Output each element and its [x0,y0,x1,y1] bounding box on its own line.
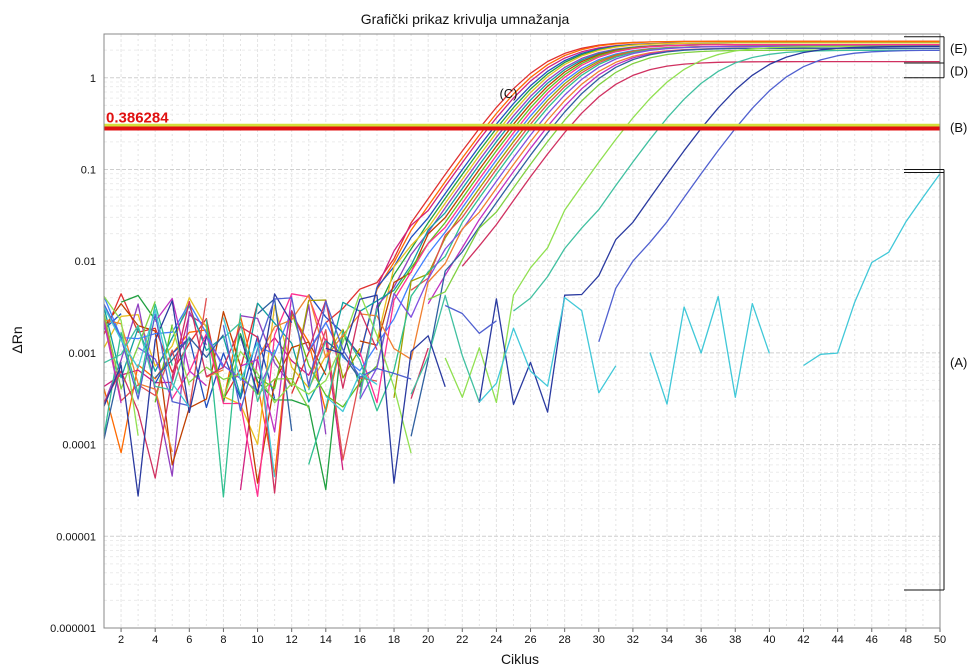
x-tick-label: 22 [456,634,468,646]
annotations: (A) (B) (C) (D) (E) [499,36,968,591]
annotation-c: (C) [499,86,517,101]
y-tick-label: 0.01 [75,256,96,268]
x-tick-label: 18 [388,634,400,646]
x-tick-label: 34 [661,634,673,646]
y-tick-label: 0.0001 [62,440,96,452]
annotation-b: (B) [950,120,967,135]
x-tick-label: 26 [524,634,536,646]
y-axis-label: ΔRn [9,326,25,353]
x-tick-label: 40 [763,634,775,646]
x-tick-label: 50 [934,634,946,646]
series-layer [103,40,941,498]
x-tick-label: 48 [900,634,912,646]
x-tick-label: 28 [559,634,571,646]
x-tick-label: 46 [866,634,878,646]
y-tick-label: 1 [90,73,96,85]
x-axis-label: Ciklus [501,651,539,667]
x-tick-label: 44 [832,634,844,646]
x-tick-label: 2 [118,634,124,646]
x-tick-label: 16 [354,634,366,646]
x-tick-label: 38 [729,634,741,646]
x-tick-label: 20 [422,634,434,646]
x-tick-label: 36 [695,634,707,646]
y-tick-label: 0.000001 [50,623,96,635]
x-tick-label: 6 [186,634,192,646]
plot-border [103,33,941,629]
plot-area [104,34,940,628]
x-tick-label: 4 [152,634,158,646]
amplification-curve [103,173,941,478]
amplification-curve [103,60,940,494]
x-tick-label: 14 [320,634,332,646]
amplification-curve [103,47,940,433]
y-tick-label: 0.00001 [56,531,96,543]
x-tick-label: 8 [220,634,226,646]
y-tick-label: 0.001 [68,348,96,360]
chart-title: Grafički prikaz krivulja umnažanja [361,11,570,27]
threshold-layer: 0.386284 [104,109,940,131]
x-tick-label: 12 [286,634,298,646]
x-tick-label: 24 [490,634,502,646]
annotation-d: (D) [950,63,968,78]
annotation-a: (A) [950,355,967,370]
x-tick-label: 32 [627,634,639,646]
y-tick-label: 0.1 [81,164,96,176]
annotation-e: (E) [950,41,967,56]
threshold-value-label: 0.386284 [106,109,169,126]
amplification-curve [103,49,941,412]
x-tick-label: 42 [797,634,809,646]
x-tick-label: 10 [251,634,263,646]
x-tick-label: 30 [593,634,605,646]
amplification-curve [103,45,940,497]
